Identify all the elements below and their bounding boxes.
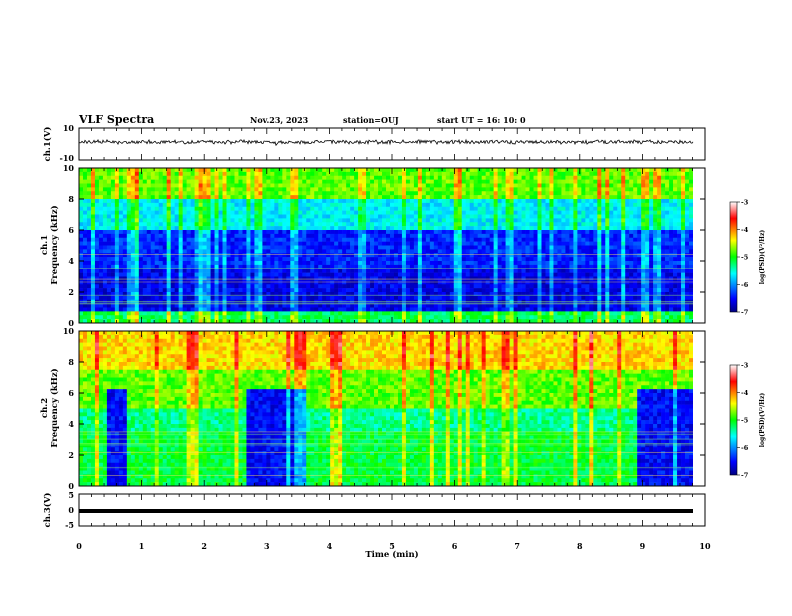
ch1-waveform-trace [78,138,694,147]
cb2-tick-4: -7 [741,471,748,479]
ch1-waveform-ylabel: ch.1(V) [42,127,53,162]
yt1-label-2: 4 [68,256,74,266]
time-tick-1: 1 [139,541,145,551]
yt2-label-0: 0 [68,481,74,491]
time-tick-8: 8 [577,541,583,551]
yt1-label-4: 8 [68,194,74,204]
ch1-colorbar-label: log(PSD)(V²/Hz) [759,230,766,285]
yt1-label-5: 10 [63,163,75,173]
ch3-waveform-ylabel: ch.3(V) [42,493,53,528]
ch3-waveform-trace [79,509,693,513]
cb1-tick-4: -7 [741,308,748,316]
ch1-channel-label: ch.1 [40,235,50,255]
yt1-label-1: 2 [68,287,74,297]
cb1-tick-1: -4 [741,226,749,234]
cb2-tick-0: -3 [741,361,749,369]
ch3-ytick-bottom: -5 [65,520,74,530]
time-tick-3: 3 [264,541,270,551]
yt2-label-1: 2 [68,450,74,460]
figure-title: VLF Spectra [78,113,154,126]
yt2-label-5: 10 [63,326,75,336]
date-label: Nov.23, 2023 [250,115,309,125]
start-time-label: start UT = 16: 10: 0 [437,115,526,125]
ch1-frequency-ticks: 0 2 4 6 8 10 [63,163,705,328]
station-label: station=OUJ [343,115,399,125]
time-tick-2: 2 [201,541,207,551]
time-tick-9: 9 [640,541,646,551]
time-tick-labels: 0 1 2 3 4 5 6 7 8 9 10 [76,541,711,551]
time-tick-5: 5 [389,541,395,551]
ch3-ytick-mid: 0 [68,505,74,515]
cb2-tick-3: -6 [741,444,749,452]
time-axis-label: Time (min) [365,549,418,560]
ch3-ytick-top: 5 [68,490,74,500]
ch1-frequency-ylabel: Frequency (kHz) [49,205,60,284]
ch2-frequency-ticks: 0 2 4 6 8 10 [63,326,705,491]
time-tick-0: 0 [76,541,82,551]
time-tick-10: 10 [699,541,711,551]
cb1-tick-3: -6 [741,281,749,289]
time-ticks [78,128,706,526]
yt1-label-3: 6 [68,225,74,235]
cb1-tick-0: -3 [741,198,749,206]
yt2-label-3: 6 [68,388,74,398]
cb1-tick-2: -5 [741,253,749,261]
yt1-label-0: 0 [68,318,74,328]
ch2-spectrogram-image [79,331,705,487]
yt2-label-4: 8 [68,357,74,367]
ch1-spectrogram-image [79,168,705,324]
ch1-spectrogram-panel: 0 2 4 6 8 10 ch.1 Frequency (kHz) [40,163,706,328]
time-tick-4: 4 [327,541,333,551]
cb2-tick-1: -4 [741,389,749,397]
ch2-channel-label: ch.2 [40,398,50,418]
ch1-ytick-top: 10 [63,123,75,133]
ch1-ytick-bottom: -10 [60,153,75,163]
ch2-spectrogram-panel: 0 2 4 6 8 10 ch.2 Frequency (kHz) [40,326,706,491]
ch2-frequency-ylabel: Frequency (kHz) [49,368,60,447]
time-tick-6: 6 [452,541,458,551]
cb2-tick-2: -5 [741,416,749,424]
ch1-colorbar: -3 -4 -5 -6 -7 log(PSD)(V²/Hz) [729,198,766,316]
ch2-colorbar: -3 -4 -5 -6 -7 log(PSD)(V²/Hz) [729,361,766,479]
yt2-label-2: 4 [68,419,74,429]
ch2-colorbar-label: log(PSD)(V²/Hz) [759,393,766,448]
time-tick-7: 7 [514,541,520,551]
